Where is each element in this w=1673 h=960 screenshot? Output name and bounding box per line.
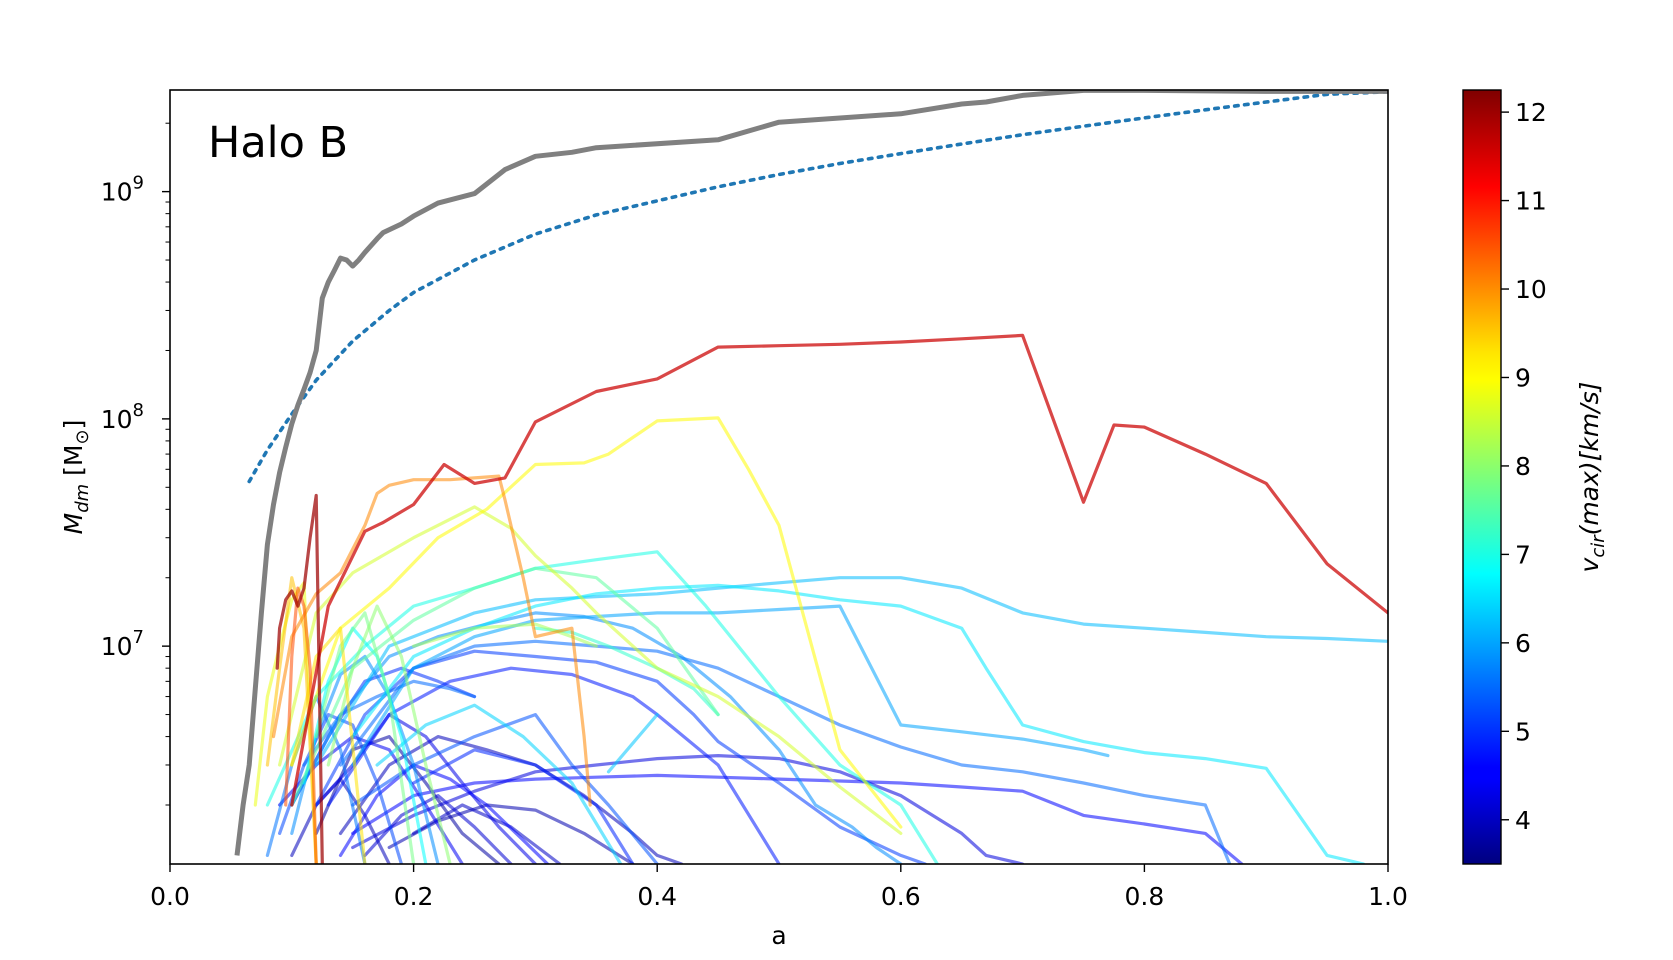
- subhalo-track-1: [275, 493, 324, 864]
- subhalo-track-15: [351, 773, 1244, 864]
- y-tick-label-2: 109: [101, 173, 144, 207]
- colorbar-label-rest: (max)[km/s]: [1575, 382, 1604, 536]
- colorbar-tick-label-8: 12: [1515, 98, 1547, 127]
- subhalo-track-8: [351, 583, 1366, 864]
- subhalo-track-25: [265, 576, 318, 864]
- colorbar-tick-label-4: 8: [1515, 452, 1531, 481]
- colorbar-tick-label-7: 11: [1515, 187, 1547, 216]
- colorbar-ticks: 4 5 6 7 8 9 10 11 12: [1501, 98, 1547, 835]
- subhalo-track-3: [271, 474, 592, 807]
- colorbar-label: vcir(max)[km/s]: [1575, 382, 1609, 573]
- reference-curve: [247, 90, 1388, 484]
- subhalo-track-14: [326, 666, 781, 864]
- x-tick-label-1: 0.2: [394, 882, 434, 911]
- subhalo-track-4: [290, 416, 903, 829]
- subhalo-track-18: [314, 734, 501, 864]
- colorbar-tick-label-1: 5: [1515, 717, 1531, 746]
- subhalo-track-39: [412, 748, 635, 864]
- subhalo-track-7: [265, 550, 939, 864]
- x-tick-label-0: 0.0: [150, 882, 190, 911]
- y-axis: 107 108 109: [101, 122, 170, 806]
- panel-annotation: Halo B: [208, 118, 348, 168]
- subhalo-track-16: [351, 753, 1025, 864]
- subhalo-track-5: [278, 505, 903, 836]
- colorbar-tick-label-5: 9: [1515, 363, 1531, 392]
- colorbar-label-main: v: [1575, 556, 1604, 572]
- x-axis: 0.0 0.2 0.4 0.6 0.8 1.0: [150, 864, 1408, 911]
- subhalo-track-28: [326, 604, 452, 864]
- series-layer: [234, 90, 1388, 864]
- host-halo-line: [234, 90, 1388, 856]
- subhalo-track-2: [290, 333, 1388, 807]
- y-tick-label-0: 107: [101, 627, 144, 661]
- colorbar-gradient: [1462, 89, 1502, 865]
- subhalo-track-22: [606, 712, 659, 774]
- y-axis-label-unit-open: [M: [59, 445, 88, 484]
- subhalo-track-24: [412, 622, 598, 648]
- y-axis-label: Mdm [M⊙]: [59, 420, 93, 535]
- x-axis-label: a: [771, 921, 786, 950]
- subhalo-track-42: [314, 611, 416, 864]
- colorbar-tick-label-0: 4: [1515, 806, 1531, 835]
- x-tick-label-4: 0.8: [1125, 882, 1165, 911]
- subhalo-track-23: [533, 626, 720, 717]
- y-axis-label-main: M: [59, 513, 88, 535]
- y-axis-label-unit-symbol: ⊙: [72, 429, 93, 444]
- y-axis-label-subscript: dm: [72, 484, 93, 513]
- colorbar-tick-label-3: 7: [1515, 540, 1531, 569]
- plot-frame: [169, 89, 1389, 865]
- x-tick-label-3: 0.6: [881, 882, 921, 911]
- y-axis-label-unit-close: ]: [59, 420, 88, 430]
- plot-area: 0.0 0.2 0.4 0.6 0.8 1.0 107 108 109 Halo B a Md…: [59, 89, 1408, 950]
- subhalo-track-43: [290, 626, 367, 864]
- subhalo-track-11: [290, 611, 903, 864]
- subhalo-track-6: [290, 566, 720, 807]
- x-tick-label-5: 1.0: [1368, 882, 1408, 911]
- x-tick-label-2: 0.4: [637, 882, 677, 911]
- y-tick-label-1: 108: [101, 400, 144, 434]
- colorbar: 4 5 6 7 8 9 10 11 12 vcir(max)[km/s]: [1462, 89, 1609, 865]
- subhalo-track-29: [302, 626, 428, 864]
- subhalo-track-12: [338, 639, 1232, 864]
- subhalo-track-32: [338, 763, 550, 864]
- colorbar-tick-label-2: 6: [1515, 629, 1531, 658]
- subhalo-track-9: [314, 576, 1388, 767]
- colorbar-label-subscript: cir: [1588, 534, 1609, 558]
- subhalo-track-10: [351, 604, 1110, 767]
- colorbar-tick-label-6: 10: [1515, 275, 1547, 304]
